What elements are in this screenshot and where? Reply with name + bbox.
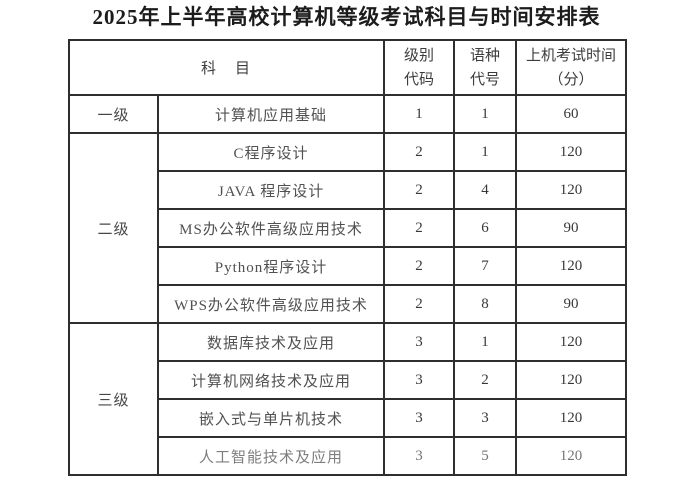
level-code-cell: 1 xyxy=(383,94,456,135)
time-cell: 120 xyxy=(515,436,628,477)
subject-cell: 计算机网络技术及应用 xyxy=(156,360,386,401)
time-cell: 120 xyxy=(515,322,628,363)
header-exam-time-line1: 上机考试时间 xyxy=(526,47,617,64)
lang-code-cell: 4 xyxy=(453,170,518,211)
level-cell-1: 一级 xyxy=(68,94,159,135)
time-cell: 120 xyxy=(515,170,628,211)
level-code-cell: 3 xyxy=(383,436,456,477)
subject-cell: C程序设计 xyxy=(156,132,386,173)
subject-cell: JAVA 程序设计 xyxy=(156,170,386,211)
time-cell: 120 xyxy=(515,132,628,173)
subject-cell: Python程序设计 xyxy=(156,246,386,287)
page-title: 2025年上半年高校计算机等级考试科目与时间安排表 xyxy=(92,5,601,29)
subject-cell: MS办公软件高级应用技术 xyxy=(156,208,386,249)
header-lang-code-line1: 语种 xyxy=(470,47,501,64)
table-row: MS办公软件高级应用技术 2 6 90 xyxy=(69,208,628,249)
level-cell-3: 三级 xyxy=(68,322,159,477)
table-row: Python程序设计 2 7 120 xyxy=(69,246,628,287)
level-cell-2: 二级 xyxy=(68,132,159,325)
time-cell: 60 xyxy=(515,94,628,135)
time-cell: 120 xyxy=(515,246,628,287)
level-code-cell: 3 xyxy=(383,398,456,439)
lang-code-cell: 1 xyxy=(453,94,518,135)
header-exam-time-line2: （分） xyxy=(548,71,594,88)
table-row: 人工智能技术及应用 3 5 120 xyxy=(69,436,628,477)
time-cell: 120 xyxy=(515,398,628,439)
table-row: 嵌入式与单片机技术 3 3 120 xyxy=(69,398,628,439)
level-code-cell: 3 xyxy=(383,322,456,363)
subject-cell: 嵌入式与单片机技术 xyxy=(156,398,386,439)
header-level-code-line1: 级别 xyxy=(404,47,435,64)
level-code-cell: 2 xyxy=(383,170,456,211)
level-code-cell: 3 xyxy=(383,360,456,401)
subject-cell: 计算机应用基础 xyxy=(156,94,386,135)
lang-code-cell: 3 xyxy=(453,398,518,439)
table-row: 二级 C程序设计 2 1 120 xyxy=(68,132,628,325)
lang-code-cell: 1 xyxy=(453,322,518,363)
header-subject: 科 目 xyxy=(67,39,386,97)
exam-schedule-table: 科 目 级别 代码 语种 代号 上机考试时间 （分） 一级 xyxy=(67,39,628,477)
header-level-code: 级别 代码 xyxy=(383,39,456,97)
table-row: JAVA 程序设计 2 4 120 xyxy=(69,170,628,211)
table-row: 一级 计算机应用基础 1 1 60 xyxy=(68,94,628,135)
lang-code-cell: 7 xyxy=(453,246,518,287)
header-exam-time: 上机考试时间 （分） xyxy=(515,39,628,97)
time-cell: 120 xyxy=(515,360,628,401)
header-lang-code-line2: 代号 xyxy=(470,71,501,88)
subject-cell: 数据库技术及应用 xyxy=(156,322,386,363)
level-code-cell: 2 xyxy=(383,246,456,287)
header-subject-label: 科 目 xyxy=(201,61,253,78)
level-code-cell: 2 xyxy=(383,208,456,249)
table-row: WPS办公软件高级应用技术 2 8 90 xyxy=(69,284,628,325)
time-cell: 90 xyxy=(515,208,628,249)
lang-code-cell: 6 xyxy=(453,208,518,249)
subject-cell: WPS办公软件高级应用技术 xyxy=(156,284,386,325)
subject-cell: 人工智能技术及应用 xyxy=(156,436,386,477)
lang-code-cell: 5 xyxy=(453,436,518,477)
level-code-cell: 2 xyxy=(383,132,456,173)
header-lang-code: 语种 代号 xyxy=(453,39,518,97)
table-row: 三级 数据库技术及应用 3 1 120 xyxy=(68,322,628,477)
lang-code-cell: 1 xyxy=(453,132,518,173)
time-cell: 90 xyxy=(515,284,628,325)
lang-code-cell: 8 xyxy=(453,284,518,325)
lang-code-cell: 2 xyxy=(453,360,518,401)
level-code-cell: 2 xyxy=(383,284,456,325)
table-header-row: 科 目 级别 代码 语种 代号 上机考试时间 （分） xyxy=(67,39,628,97)
table-row: 计算机网络技术及应用 3 2 120 xyxy=(69,360,628,401)
header-level-code-line2: 代码 xyxy=(404,71,435,88)
